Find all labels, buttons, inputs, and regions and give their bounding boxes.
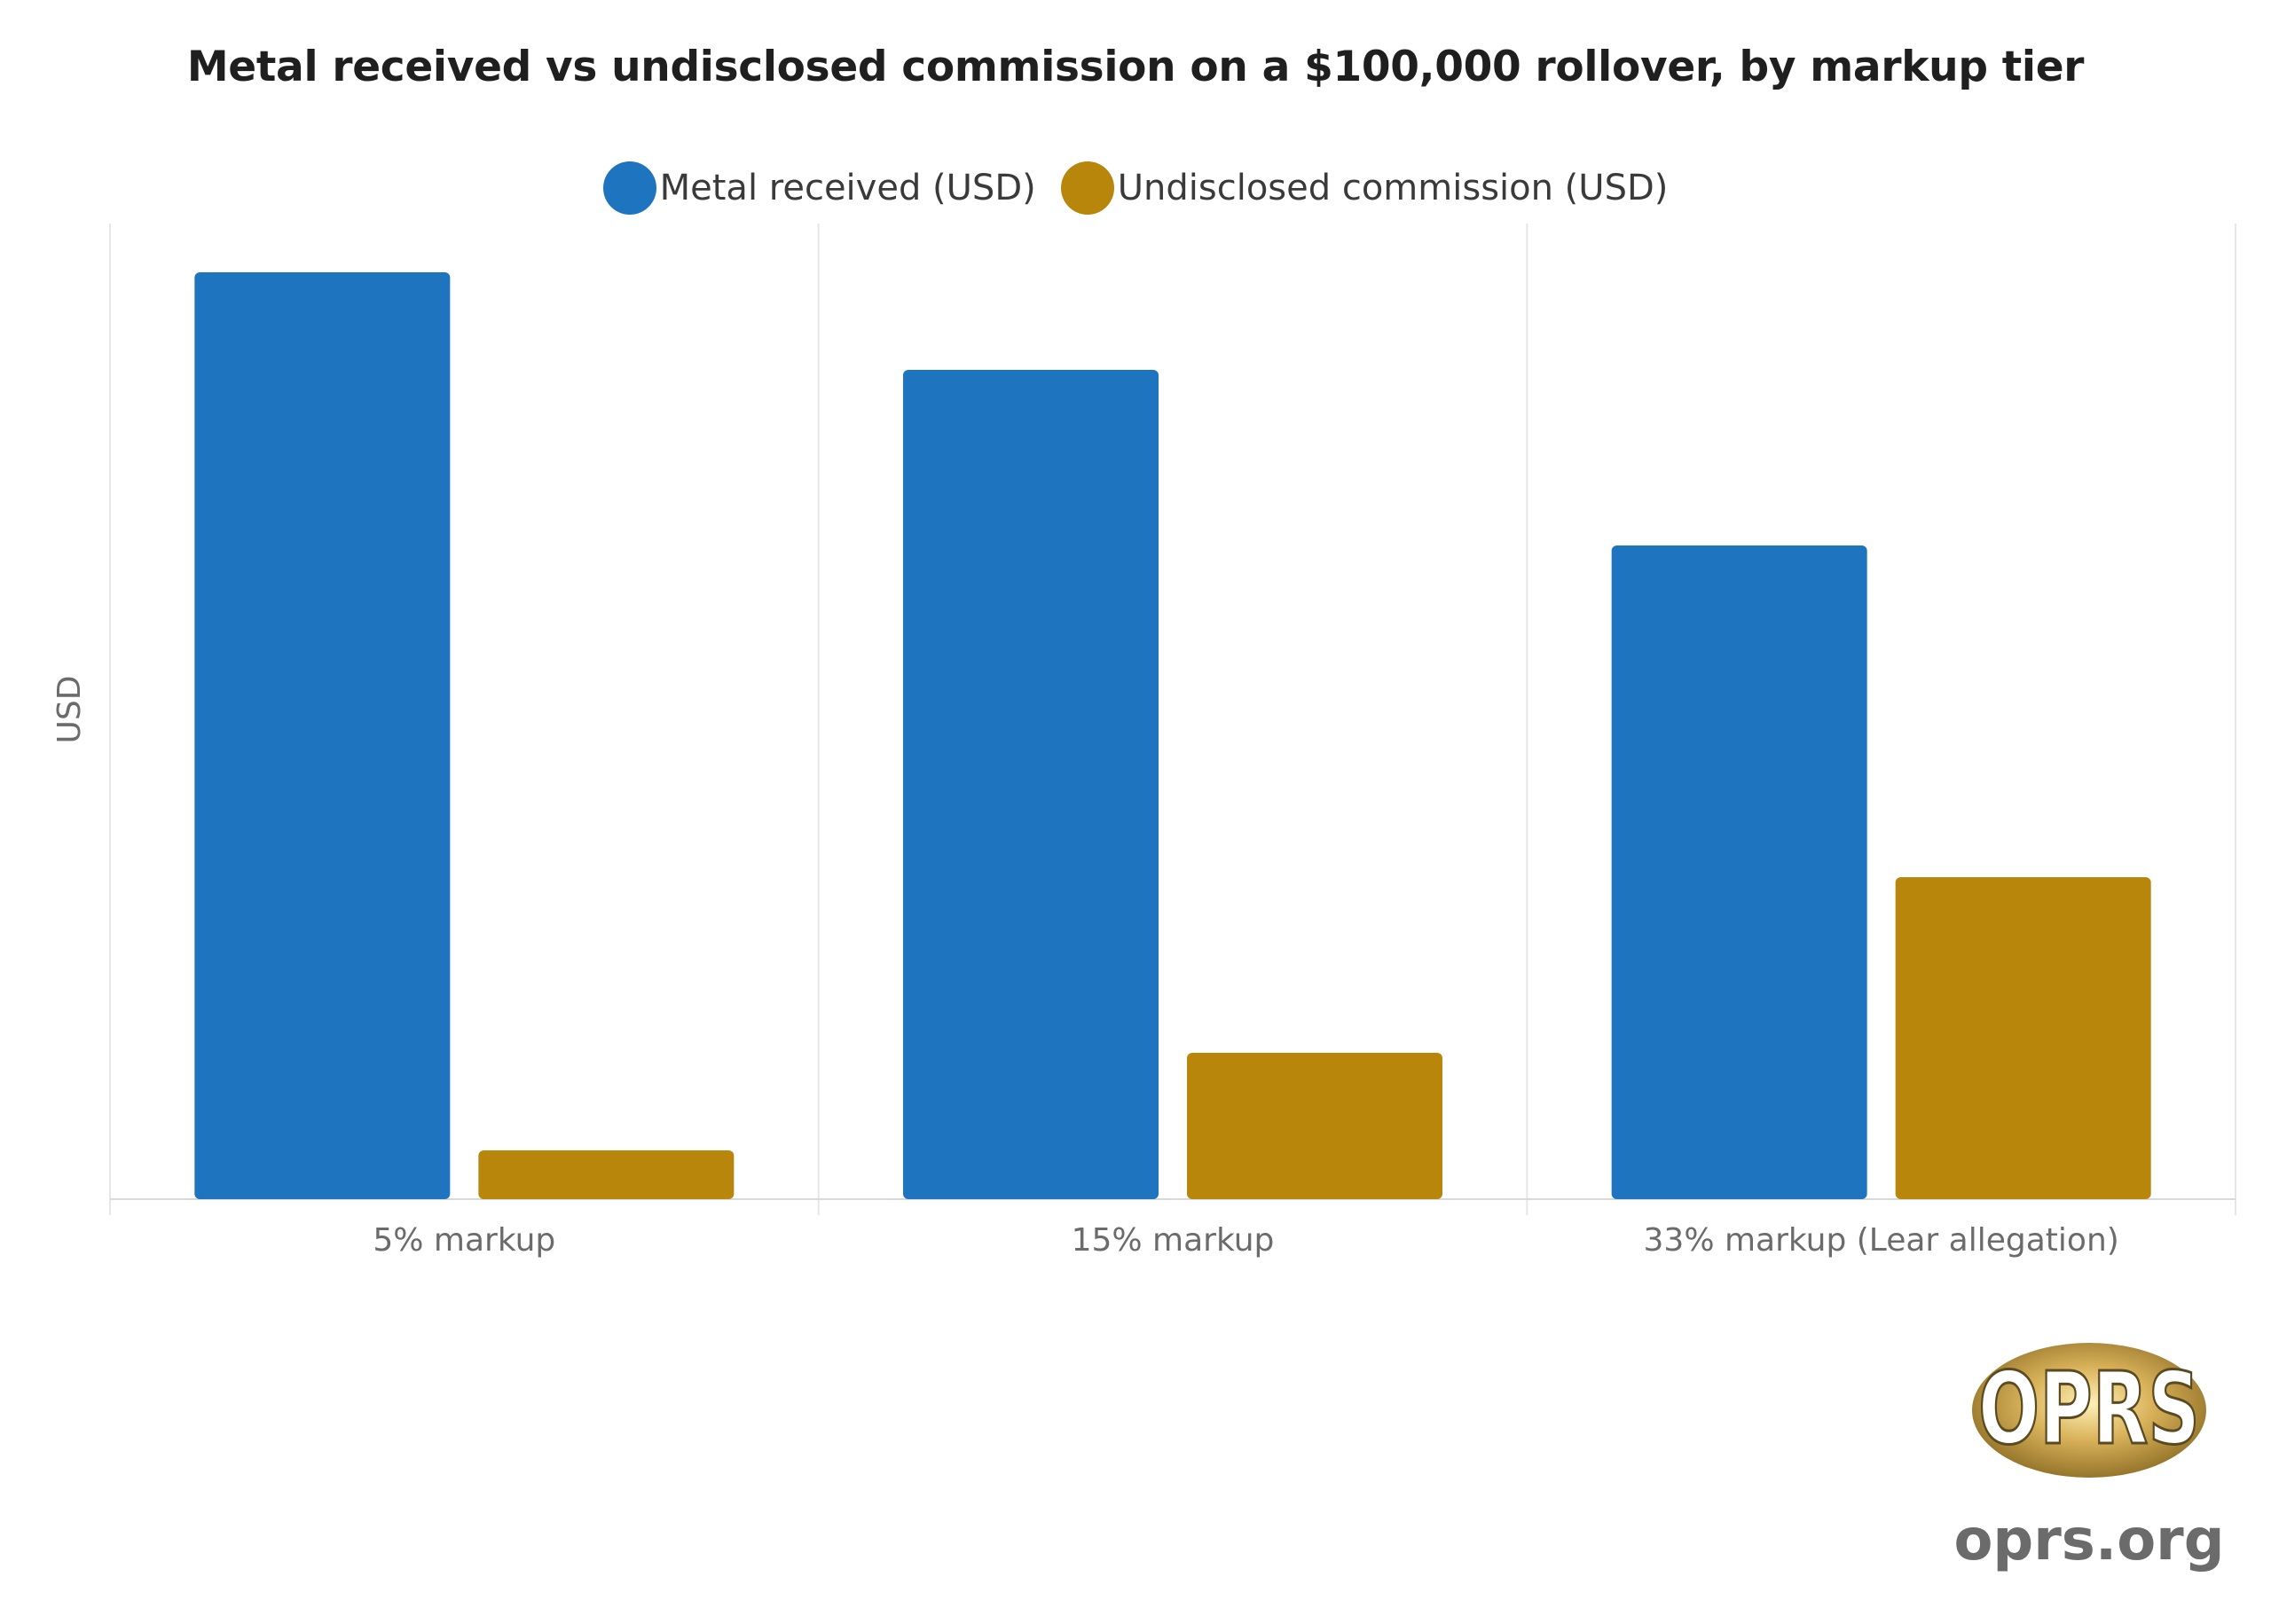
oprs-logo: OPRS: [1952, 1335, 2227, 1486]
bar-commission-0[interactable]: [478, 1150, 735, 1199]
chart-legend: Metal received (USD) Undisclosed commiss…: [0, 161, 2271, 215]
bar-metal-0[interactable]: [194, 272, 451, 1199]
x-tick-label: 5% markup: [373, 1222, 555, 1259]
legend-label-metal: Metal received (USD): [659, 168, 1036, 208]
bar-commission-1[interactable]: [1187, 1053, 1442, 1199]
site-url: oprs.org: [1953, 1508, 2225, 1573]
legend-item-metal[interactable]: Metal received (USD): [602, 161, 1036, 215]
grid-lines: [109, 224, 2236, 1215]
x-tick-labels: 5% markup 15% markup 33% markup (Lear alle…: [373, 1222, 2118, 1259]
legend-label-commission: Undisclosed commission (USD): [1117, 168, 1669, 208]
svg-text:OPRS: OPRS: [1978, 1352, 2200, 1467]
y-axis-label: USD: [51, 676, 88, 744]
legend-swatch-metal: [602, 161, 656, 215]
oprs-logo-icon: OPRS: [1972, 1343, 2206, 1478]
bar-metal-2[interactable]: [1611, 545, 1867, 1199]
x-tick-label: 33% markup (Lear allegation): [1644, 1222, 2119, 1259]
x-tick-label: 15% markup: [1072, 1222, 1275, 1259]
bars: [194, 272, 2151, 1199]
legend-item-commission[interactable]: Undisclosed commission (USD): [1060, 161, 1669, 215]
bar-metal-1[interactable]: [903, 370, 1159, 1199]
legend-swatch-commission: [1060, 161, 1114, 215]
chart-title: Metal received vs undisclosed commission…: [186, 43, 2085, 91]
bar-commission-2[interactable]: [1895, 877, 2151, 1199]
